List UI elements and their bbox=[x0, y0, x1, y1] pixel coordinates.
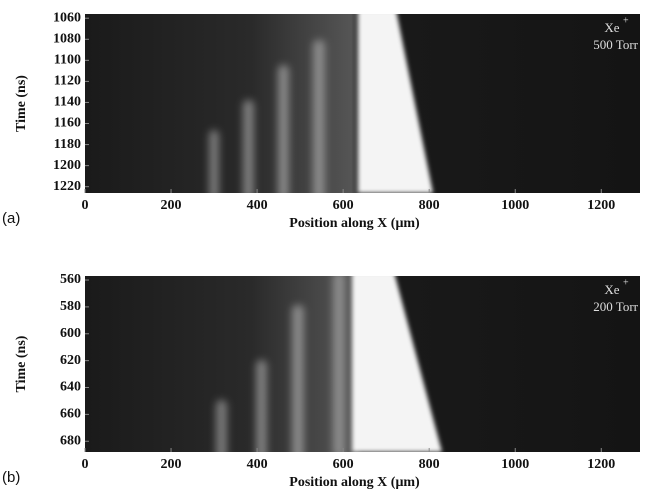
panel-label: (a) bbox=[2, 210, 20, 227]
y-tick-label: 1080 bbox=[53, 31, 81, 46]
y-tick-label: 660 bbox=[60, 407, 81, 422]
panel-label: (b) bbox=[2, 469, 20, 486]
annotation-pressure: 200 Torr bbox=[593, 299, 638, 314]
x-axis-title: Position along X (μm) bbox=[289, 475, 420, 490]
x-tick-label: 1200 bbox=[587, 198, 615, 213]
annotation-species: Xe bbox=[604, 282, 619, 297]
y-tick-label: 1180 bbox=[54, 137, 81, 152]
y-tick-label: 620 bbox=[60, 353, 81, 368]
y-tick-label: 680 bbox=[60, 433, 81, 448]
annotation-species: Xe bbox=[604, 20, 619, 35]
y-tick-label: 560 bbox=[60, 272, 81, 287]
x-tick-label: 0 bbox=[82, 198, 89, 213]
x-tick-label: 0 bbox=[82, 457, 89, 472]
image-panel bbox=[85, 276, 640, 452]
x-tick-label: 200 bbox=[161, 198, 182, 213]
x-tick-label: 600 bbox=[333, 198, 354, 213]
y-axis-title: Time (ns) bbox=[14, 335, 29, 392]
x-tick-label: 400 bbox=[247, 457, 268, 472]
y-tick-label: 1200 bbox=[53, 158, 81, 173]
annotation-pressure: 500 Torr bbox=[593, 37, 638, 52]
x-tick-label: 800 bbox=[419, 198, 440, 213]
y-tick-label: 1140 bbox=[54, 95, 81, 110]
y-tick-label: 600 bbox=[60, 326, 81, 341]
y-tick-label: 1120 bbox=[54, 74, 81, 89]
x-tick-label: 1200 bbox=[587, 457, 615, 472]
annotation-charge: + bbox=[623, 277, 629, 288]
y-axis-title: Time (ns) bbox=[14, 75, 29, 132]
x-tick-label: 1000 bbox=[501, 457, 529, 472]
x-axis-title: Position along X (μm) bbox=[289, 216, 420, 231]
y-tick-label: 1060 bbox=[53, 10, 81, 25]
y-tick-label: 1100 bbox=[54, 53, 81, 68]
x-tick-label: 200 bbox=[161, 457, 182, 472]
x-tick-label: 600 bbox=[333, 457, 354, 472]
y-tick-label: 640 bbox=[60, 380, 81, 395]
y-tick-label: 580 bbox=[60, 299, 81, 314]
image-panel bbox=[85, 14, 640, 193]
y-tick-label: 1220 bbox=[53, 179, 81, 194]
x-tick-label: 1000 bbox=[501, 198, 529, 213]
x-tick-label: 400 bbox=[247, 198, 268, 213]
y-tick-label: 1160 bbox=[54, 116, 81, 131]
annotation-charge: + bbox=[623, 15, 629, 26]
x-tick-label: 800 bbox=[419, 457, 440, 472]
